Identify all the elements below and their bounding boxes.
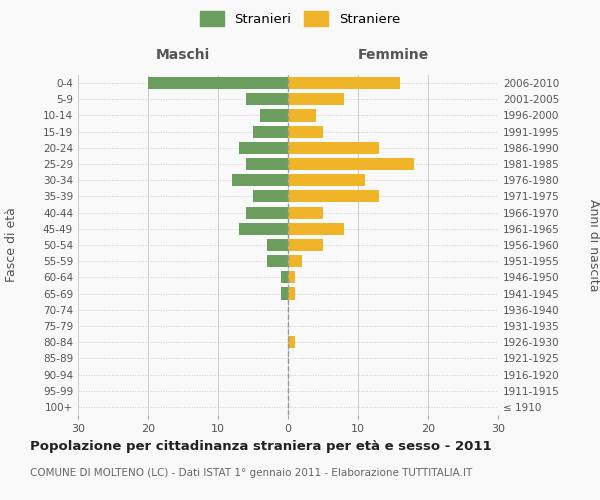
Bar <box>246 93 288 106</box>
Bar <box>288 142 379 154</box>
Bar <box>253 126 288 138</box>
Text: Anni di nascita: Anni di nascita <box>587 198 600 291</box>
Bar <box>288 190 379 202</box>
Bar <box>288 93 344 106</box>
Bar <box>267 255 288 268</box>
Text: COMUNE DI MOLTENO (LC) - Dati ISTAT 1° gennaio 2011 - Elaborazione TUTTITALIA.IT: COMUNE DI MOLTENO (LC) - Dati ISTAT 1° g… <box>30 468 472 477</box>
Bar <box>281 272 288 283</box>
Bar <box>246 206 288 218</box>
Legend: Stranieri, Straniere: Stranieri, Straniere <box>196 6 404 30</box>
Bar <box>288 272 295 283</box>
Bar <box>246 158 288 170</box>
Bar <box>267 239 288 251</box>
Bar <box>288 158 414 170</box>
Bar <box>288 206 323 218</box>
Bar <box>288 126 323 138</box>
Bar <box>232 174 288 186</box>
Text: Maschi: Maschi <box>156 48 210 62</box>
Bar <box>288 174 365 186</box>
Bar <box>253 190 288 202</box>
Bar <box>281 288 288 300</box>
Bar <box>288 336 295 348</box>
Bar <box>288 239 323 251</box>
Text: Popolazione per cittadinanza straniera per età e sesso - 2011: Popolazione per cittadinanza straniera p… <box>30 440 491 453</box>
Text: Femmine: Femmine <box>358 48 428 62</box>
Bar <box>288 288 295 300</box>
Bar <box>239 142 288 154</box>
Bar <box>288 110 316 122</box>
Text: Fasce di età: Fasce di età <box>5 208 19 282</box>
Bar <box>148 77 288 89</box>
Bar <box>239 222 288 235</box>
Bar <box>288 255 302 268</box>
Bar <box>288 222 344 235</box>
Bar <box>260 110 288 122</box>
Bar <box>288 77 400 89</box>
